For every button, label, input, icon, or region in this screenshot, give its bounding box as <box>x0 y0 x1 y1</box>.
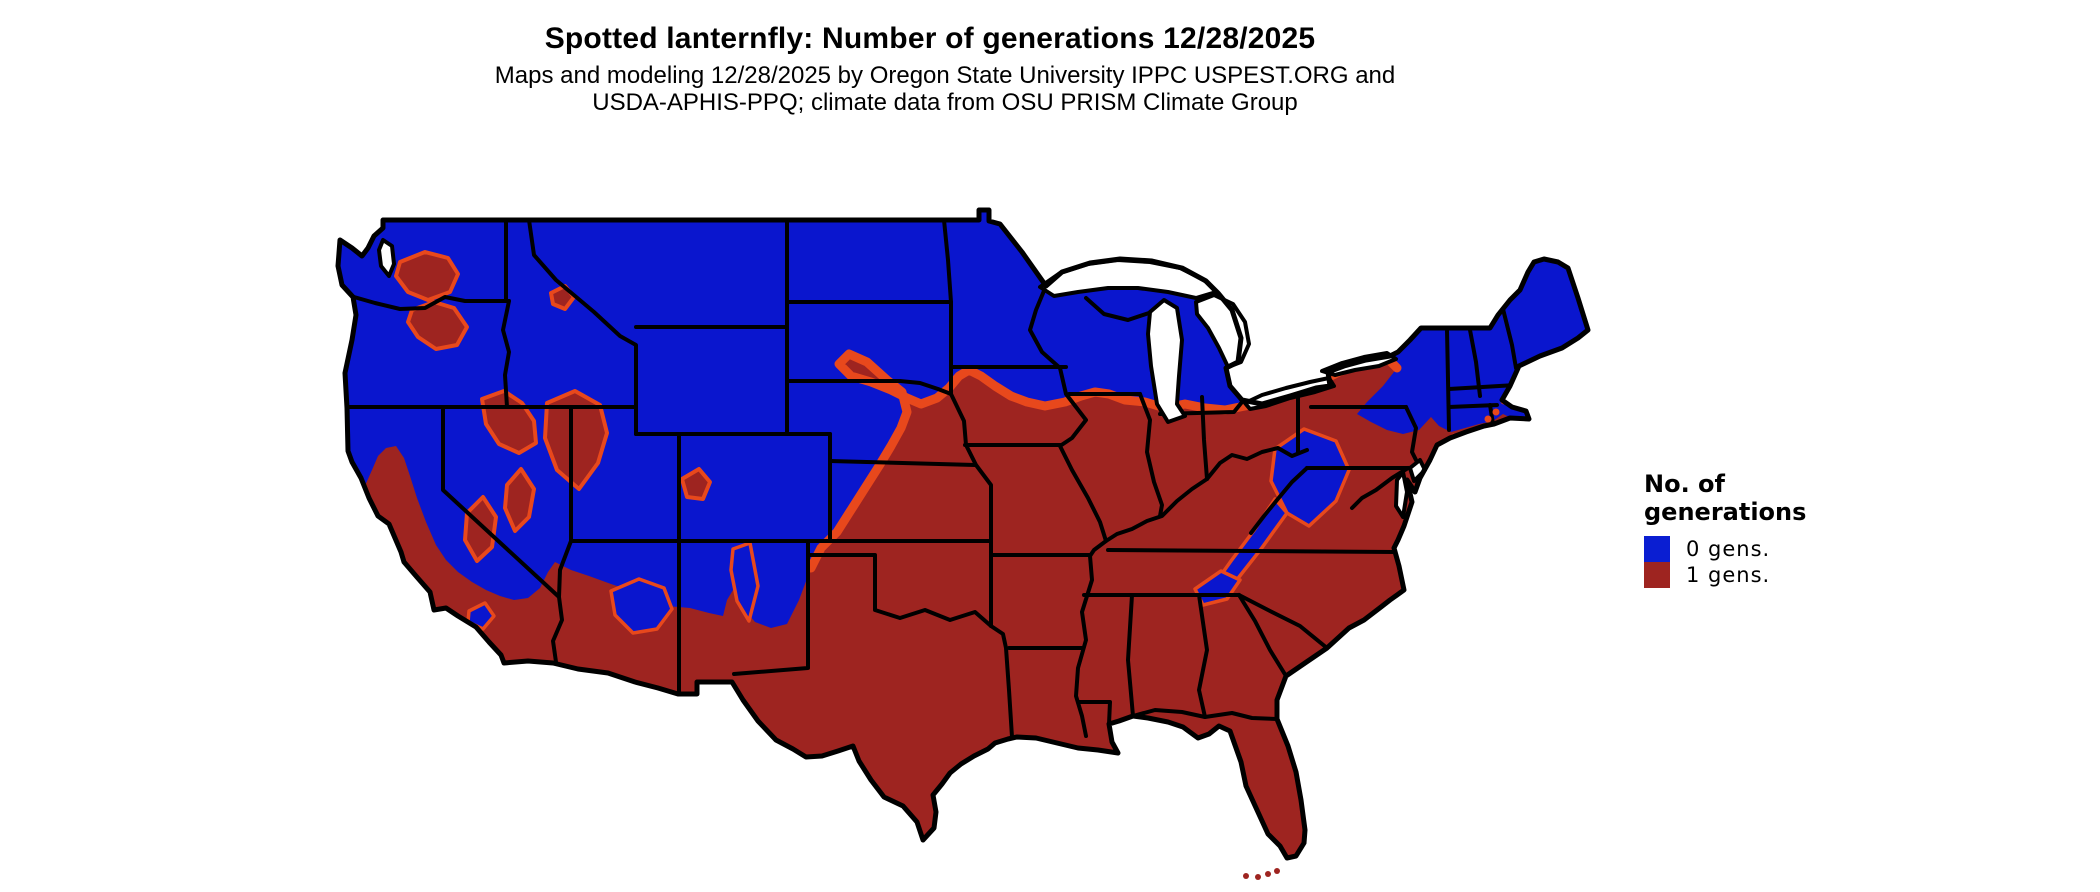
legend-title-line-1: No. of <box>1644 470 1725 498</box>
legend-label-1gens: 1 gens. <box>1686 563 1771 587</box>
subtitle-line-1: Maps and modeling 12/28/2025 by Oregon S… <box>494 62 1396 89</box>
legend: No. of generations 0 gens. 1 gens. <box>1644 470 1944 588</box>
legend-title: No. of generations <box>1644 470 1944 526</box>
legend-swatch-1gens <box>1644 562 1670 588</box>
legend-item-0gens: 0 gens. <box>1644 536 1944 562</box>
legend-title-line-2: generations <box>1644 498 1807 526</box>
legend-label-0gens: 0 gens. <box>1686 537 1771 561</box>
legend-swatch-0gens <box>1644 536 1670 562</box>
subtitle-line-2: USDA-APHIS-PPQ; climate data from OSU PR… <box>592 89 1298 116</box>
legend-items: 0 gens. 1 gens. <box>1644 536 1944 588</box>
legend-item-1gens: 1 gens. <box>1644 562 1944 588</box>
map-subtitle: Maps and modeling 12/28/2025 by Oregon S… <box>0 62 1890 116</box>
page-title: Spotted lanternfly: Number of generation… <box>544 22 1316 55</box>
